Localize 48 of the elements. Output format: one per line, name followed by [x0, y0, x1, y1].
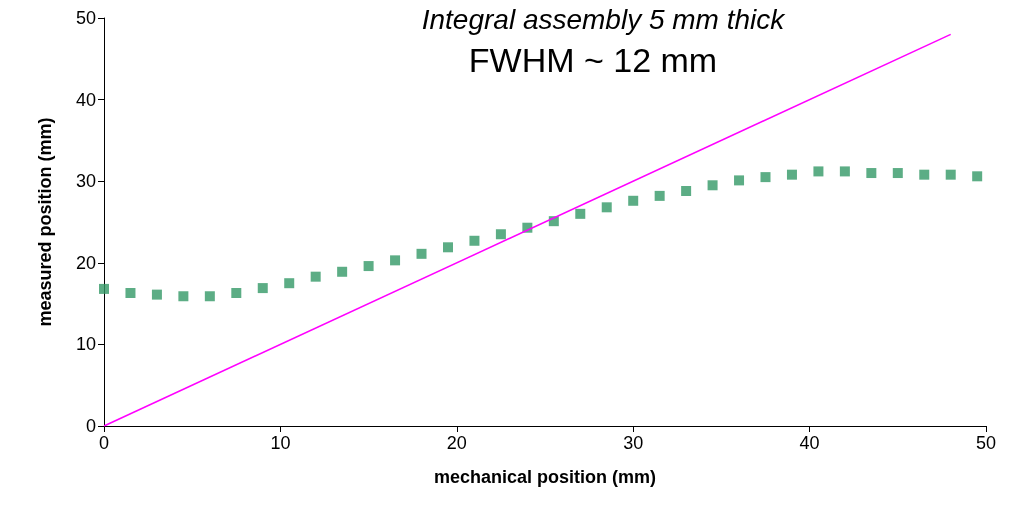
point: [257, 283, 268, 294]
y-tick-label: 0: [85, 416, 96, 436]
point: [442, 242, 453, 253]
x-tick-label: 0: [98, 433, 110, 453]
y-tick-label: 10: [75, 334, 96, 355]
point: [125, 287, 136, 298]
y-tick-label: 30: [75, 171, 96, 192]
point: [575, 208, 586, 219]
point: [972, 171, 983, 182]
point: [151, 289, 162, 300]
point: [99, 283, 109, 294]
point: [813, 166, 824, 177]
y-tick-label: 20: [75, 252, 96, 273]
chart-title: Integral assembly 5 mm thick: [421, 3, 787, 35]
point: [601, 202, 612, 213]
point: [892, 168, 903, 179]
point: [310, 271, 321, 282]
text: FWHM ~ 12 mm: [468, 41, 718, 79]
point: [231, 287, 242, 298]
point: [204, 291, 215, 302]
point: [178, 291, 189, 302]
y-tick-label: 50: [75, 8, 96, 28]
x-tick-label: 50: [975, 433, 997, 453]
point: [390, 255, 401, 266]
point: [628, 195, 639, 206]
point: [707, 180, 718, 191]
point: [337, 266, 348, 277]
point: [284, 278, 295, 289]
point: [469, 235, 480, 246]
x-tick-label: 10: [270, 433, 291, 453]
point: [839, 166, 850, 177]
y-axis-title: measured position (mm): [35, 117, 55, 327]
point: [866, 168, 877, 179]
x-tick-label: 30: [623, 433, 644, 453]
x-tick-label: 20: [446, 433, 467, 453]
x-axis-title: mechanical position (mm): [433, 467, 657, 487]
point: [363, 261, 374, 272]
point: [654, 190, 665, 201]
point: [786, 169, 797, 180]
point: [681, 185, 692, 196]
point: [734, 175, 745, 186]
point: [760, 172, 771, 183]
y-tick-label: 40: [75, 89, 96, 110]
point: [416, 248, 427, 259]
x-tick-label: 40: [799, 433, 820, 453]
point: [495, 229, 506, 240]
point: [945, 169, 956, 180]
point: [919, 169, 930, 180]
